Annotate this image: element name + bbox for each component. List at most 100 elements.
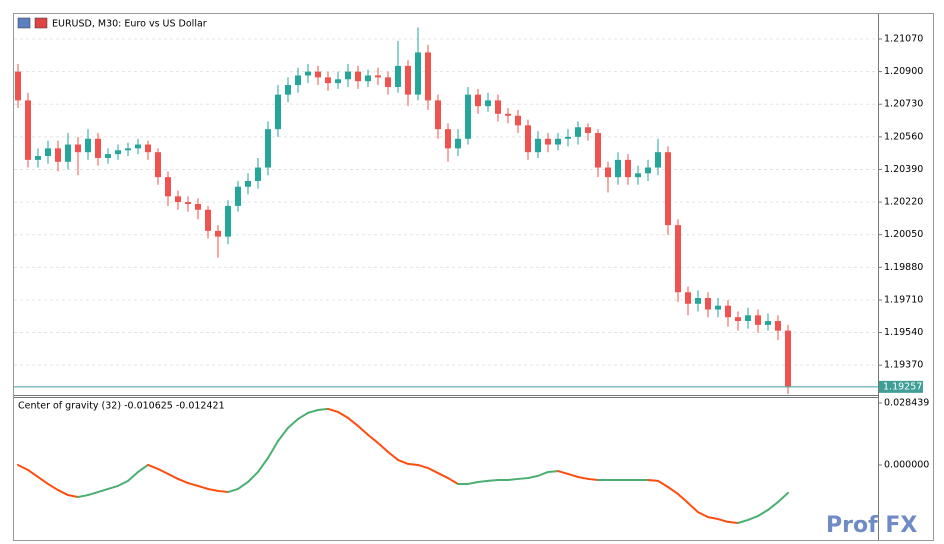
candle-body (465, 94, 471, 139)
indicator-segment (657, 479, 669, 489)
candle-body (725, 305, 731, 318)
y-tick-label: 1.20560 (884, 131, 923, 142)
window-icon (17, 17, 31, 29)
indicator-segment (767, 501, 779, 511)
candle-body (195, 204, 201, 210)
indicator-segment (107, 484, 119, 490)
candle-body (165, 177, 171, 197)
candle-body (65, 144, 71, 162)
candle-body (265, 129, 271, 168)
candle-body (245, 180, 251, 187)
candle-body (295, 75, 301, 86)
indicator-segment (137, 463, 149, 473)
indicator-title: Center of gravity (32) -0.010625 -0.0124… (18, 401, 225, 412)
indicator-segment (17, 463, 29, 471)
indicator-segment (537, 470, 549, 477)
candle-body (695, 298, 701, 304)
y-tick-label: 1.19710 (884, 294, 923, 305)
indicator-segment (477, 479, 489, 483)
indicator-segment (57, 489, 69, 497)
indicator-segment (687, 501, 699, 514)
candle-body (685, 292, 691, 304)
candle-body (205, 209, 211, 231)
candle-body (475, 94, 481, 107)
candle-body (635, 173, 641, 178)
indicator-segment (77, 494, 89, 499)
y-tick-label: 1.19880 (884, 262, 923, 273)
candle-body (425, 52, 431, 101)
candle-body (645, 167, 651, 174)
indicator-segment (67, 494, 79, 499)
candle-body (715, 305, 721, 310)
candle-body (285, 85, 291, 95)
indicator-segment (757, 508, 769, 518)
candle-body (545, 138, 551, 145)
candle-body (705, 298, 711, 310)
indicator-segment (507, 477, 519, 482)
indicator-segment (227, 487, 239, 494)
candle-body (305, 71, 311, 76)
indicator-segment (287, 417, 299, 429)
candle-body (275, 94, 281, 130)
candle-body (255, 167, 261, 181)
last-price-label: 1.19257 (883, 381, 922, 392)
indicator-segment (307, 408, 319, 414)
candle-body (735, 317, 741, 322)
indicator-segment (697, 511, 709, 519)
indicator-segment (127, 470, 139, 482)
candle-body (585, 127, 591, 134)
indicator-segment (167, 472, 179, 480)
indicator-segment (407, 462, 419, 466)
candle-body (515, 115, 521, 126)
indicator-segment (437, 472, 449, 480)
indicator-segment (487, 479, 499, 482)
candle-body (755, 315, 761, 325)
indicator-segment (117, 479, 129, 487)
indicator-segment (367, 433, 379, 444)
candle-body (345, 71, 351, 80)
indicator-segment (707, 516, 719, 521)
candle-body (565, 136, 571, 139)
indicator-segment (297, 411, 309, 420)
candle-body (355, 71, 361, 82)
candle-body (385, 77, 391, 87)
candle-body (745, 315, 751, 322)
indicator-segment (517, 477, 529, 480)
candle-body (395, 65, 401, 87)
indicator-segment (557, 470, 569, 475)
indicator-segment (237, 480, 249, 490)
indicator-segment (337, 410, 349, 419)
indicator-segment (547, 470, 559, 473)
candle-body (115, 150, 121, 155)
indicator-segment (447, 477, 459, 485)
candle-body (575, 127, 581, 137)
indicator-segment (87, 491, 99, 497)
candle-body (335, 79, 341, 84)
y-tick-label: 1.20730 (884, 99, 923, 110)
y-tick-label: 0.000000 (884, 459, 929, 470)
indicator-segment (577, 475, 589, 480)
candle-body (615, 159, 621, 178)
indicator-segment (257, 456, 269, 473)
candle-body (15, 71, 21, 101)
last-price-box (879, 380, 923, 393)
candle-body (675, 225, 681, 293)
y-tick-label: 1.20900 (884, 66, 923, 77)
candle-body (445, 129, 451, 149)
window-frame (13, 13, 934, 541)
candle-body (495, 100, 501, 114)
indicator-segment (27, 468, 39, 478)
candle-body (605, 167, 611, 178)
indicator-segment (187, 482, 199, 487)
candle-body (155, 152, 161, 178)
candle-body (455, 138, 461, 149)
candle-body (555, 138, 561, 145)
candle-body (105, 154, 111, 158)
indicator-segment (37, 475, 49, 485)
candle-body (505, 113, 511, 116)
candle-body (45, 148, 51, 157)
flag-icon (34, 17, 48, 29)
candle-body (85, 138, 91, 153)
candle-body (775, 321, 781, 331)
